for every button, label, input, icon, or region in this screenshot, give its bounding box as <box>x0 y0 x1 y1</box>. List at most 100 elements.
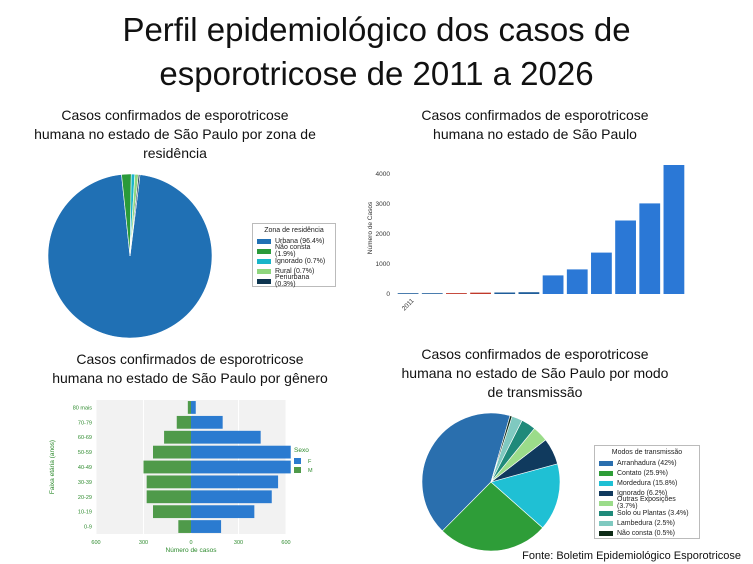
y-axis-label: Número de Casos <box>367 201 374 254</box>
y-tick-label: 3000 <box>376 201 391 208</box>
x-tick-label: 2011 <box>401 297 416 312</box>
y-tick-label: 2000 <box>376 231 391 238</box>
legend-swatch <box>257 248 271 254</box>
transmissao-legend-title: Modos de transmissão <box>611 449 683 456</box>
bar <box>446 293 467 294</box>
bar-female <box>191 460 291 474</box>
pie-slice <box>129 174 141 257</box>
page-title-line-2: esporotricose de 2011 a 2026 <box>159 55 594 92</box>
y-tick-label: 0 <box>386 291 390 298</box>
y-tick-label: 70-79 <box>78 420 92 426</box>
anual-bar-chart: 0 1000 2000 3000 4000 Número de Casos 2011 <box>367 165 685 312</box>
y-tick-label: 4000 <box>376 171 391 178</box>
bar-female <box>191 520 222 533</box>
bar-male <box>153 505 191 519</box>
genero-chart-title: Casos confirmados de esporotricose human… <box>40 350 340 388</box>
genero-pyramid-chart: 0-9 10-19 20-29 30-39 40-49 50-59 60-69 70-79 80… <box>49 400 313 554</box>
legend-item: Periurbana (0.3%) <box>253 274 335 288</box>
bar-female <box>191 475 279 489</box>
bar-male <box>176 415 191 429</box>
bar <box>591 252 612 294</box>
pie-slice <box>47 174 213 339</box>
legend-label: F <box>308 459 312 465</box>
bar-male <box>153 445 191 459</box>
legend-swatch <box>257 268 271 274</box>
bar-female <box>191 505 255 519</box>
bar-male <box>187 401 191 414</box>
y-tick-label: 1000 <box>376 261 391 268</box>
bar <box>397 293 419 294</box>
legend-swatch <box>599 470 613 476</box>
y-tick-label: 80 mais <box>73 405 93 411</box>
bar <box>615 220 636 294</box>
zona-title-line: residência <box>143 145 207 161</box>
page-title: Perfil epidemiológico dos casos de espor… <box>0 8 753 96</box>
legend-item: Outras Exposições (3.7%) <box>595 496 699 510</box>
transmissao-chart-title: Casos confirmados de esporotricose human… <box>380 345 690 402</box>
transmissao-title-line: Casos confirmados de esporotricose <box>421 346 649 362</box>
legend-item: Não consta (1.9%) <box>253 244 335 258</box>
legend-item: Solo ou Plantas (3.4%) <box>595 508 699 518</box>
legend-label: Lambedura (2.5%) <box>617 519 675 527</box>
pie-slice <box>490 415 513 483</box>
zona-pie-chart <box>47 173 213 339</box>
bar-male <box>146 475 191 489</box>
bar <box>470 292 491 294</box>
bar <box>518 292 540 294</box>
legend-swatch <box>599 520 613 526</box>
x-tick-label: 600 <box>91 540 100 546</box>
bar-male <box>143 460 191 474</box>
genero-title-line: humana no estado de São Paulo por gênero <box>52 370 328 386</box>
y-axis-label: Faixa etária (anos) <box>49 440 56 494</box>
legend-label: Periurbana (0.3%) <box>275 274 310 288</box>
legend-label: M <box>308 468 313 474</box>
zona-chart-title: Casos confirmados de esporotricose human… <box>20 106 330 163</box>
bar <box>542 275 564 294</box>
legend-swatch <box>599 500 613 506</box>
legend-label: Ignorado (6.2%) <box>617 489 668 497</box>
x-tick-label: 0 <box>189 540 192 546</box>
bar <box>663 165 685 294</box>
legend-label: Não consta (1.9%) <box>275 244 311 258</box>
zona-title-line: humana no estado de São Paulo por zona d… <box>34 126 316 142</box>
bar <box>494 292 516 294</box>
bar-female <box>191 415 223 429</box>
bar-male <box>178 520 191 533</box>
zona-legend-title: Zona de residência <box>264 227 324 234</box>
legend-swatch <box>294 467 301 473</box>
bar-male <box>146 490 191 504</box>
y-tick-label: 30-39 <box>78 480 92 486</box>
bar-female <box>191 490 272 504</box>
genero-title-line: Casos confirmados de esporotricose <box>76 351 304 367</box>
zona-legend: Zona de residência Urbana (96.4%) Não con… <box>252 223 336 288</box>
bar <box>421 293 443 294</box>
legend-item: Contato (25.9%) <box>595 468 699 478</box>
transmissao-pie-chart <box>421 412 561 552</box>
bar <box>566 269 588 294</box>
bar-female <box>191 430 261 444</box>
legend-swatch <box>599 460 613 466</box>
y-tick-label: 10-19 <box>78 510 92 516</box>
pie-slice <box>490 463 561 529</box>
x-axis-label: Número de casos <box>166 547 218 554</box>
legend-item: Rural (0.7%) <box>253 266 335 276</box>
legend-label: Não consta (0.5%) <box>617 529 675 537</box>
pie-slice <box>421 412 511 532</box>
y-tick-label: 0-9 <box>84 525 92 531</box>
legend-swatch <box>257 258 271 264</box>
legend-label: Rural (0.7%) <box>275 267 315 275</box>
y-tick-label: 50-59 <box>78 450 92 456</box>
legend-label: Outras Exposições (3.7%) <box>617 496 676 510</box>
legend-item: Mordedura (15.8%) <box>595 478 699 488</box>
y-tick-label: 60-69 <box>78 435 92 441</box>
bar-female <box>191 401 196 414</box>
legend-swatch <box>257 278 271 284</box>
transmissao-title-line: humana no estado de São Paulo por modo <box>401 365 669 381</box>
legend-item: Arranhadura (42%) <box>595 458 699 468</box>
legend-swatch <box>599 530 613 536</box>
legend-label: Urbana (96.4%) <box>275 237 325 245</box>
bar-female <box>191 445 291 459</box>
x-tick-label: 300 <box>234 540 243 546</box>
y-tick-label: 40-49 <box>78 465 92 471</box>
legend-item: Não consta (0.5%) <box>595 528 699 538</box>
